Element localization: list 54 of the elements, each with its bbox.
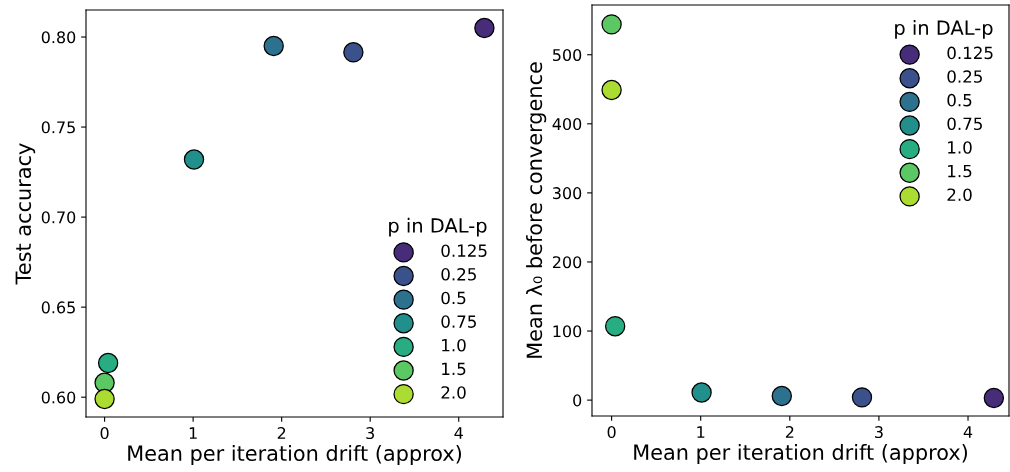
x-tick-label: 3: [366, 427, 374, 440]
legend-label: 1.5: [948, 164, 972, 178]
point: [601, 14, 622, 35]
y-tick-label: 100: [553, 325, 582, 338]
x-tick-label: 3: [875, 426, 883, 439]
legend-label: 2.0: [441, 386, 466, 399]
y-tick-label: 300: [553, 187, 582, 200]
y-tick-label: 200: [552, 256, 582, 269]
x-tick-label: 1: [697, 426, 705, 438]
legend-label: 1.5: [442, 362, 466, 376]
x-axis-title: Mean per iteration drift (approx): [634, 443, 967, 465]
x-tick-label: 1: [189, 427, 197, 439]
y-tick-label: 0: [573, 394, 582, 407]
y-tick-label: 0.60: [41, 391, 76, 404]
legend-label: 0.5: [441, 291, 466, 305]
y-axis-title: Test accuracy: [15, 143, 36, 285]
legend-title: p in DAL-p: [895, 20, 993, 39]
point: [771, 385, 792, 407]
point: [604, 316, 626, 337]
legend-label: 0.75: [947, 117, 982, 131]
point: [97, 352, 119, 374]
legend-label: 1.0: [442, 338, 466, 352]
y-tick-label: 0.80: [41, 31, 76, 44]
legend-label: 2.0: [947, 188, 972, 201]
point: [851, 387, 873, 408]
y-axis-title: Mean λ₀ before convergence: [526, 62, 547, 358]
y-tick-label: 400: [552, 118, 582, 131]
point: [983, 387, 1005, 409]
legend-label: 0.25: [441, 268, 476, 281]
legend-label: 0.25: [947, 70, 982, 83]
point: [263, 35, 284, 57]
legend-label: 0.125: [441, 244, 487, 257]
y-tick-label: 500: [553, 48, 582, 62]
y-tick-label: 0.75: [41, 121, 75, 134]
x-tick-label: 4: [454, 427, 463, 439]
point: [474, 17, 495, 39]
legend-label: 1.0: [948, 141, 972, 154]
point: [601, 79, 622, 101]
x-axis-title: Mean per iteration drift (approx): [128, 444, 461, 466]
point: [691, 382, 712, 403]
x-tick-label: 0: [100, 427, 109, 440]
x-tick-label: 0: [607, 426, 616, 439]
legend-title: p in DAL-p: [389, 217, 487, 237]
legend-label: 0.5: [947, 93, 972, 107]
x-tick-label: 2: [277, 427, 286, 439]
point: [94, 388, 115, 410]
legend-label: 0.75: [441, 315, 476, 328]
point: [343, 42, 364, 63]
point: [183, 149, 205, 170]
x-tick-label: 4: [963, 426, 973, 438]
legend-label: 0.125: [947, 46, 993, 60]
y-tick-label: 0.65: [41, 301, 75, 314]
x-tick-label: 2: [785, 426, 794, 438]
y-tick-label: 0.70: [41, 211, 76, 224]
